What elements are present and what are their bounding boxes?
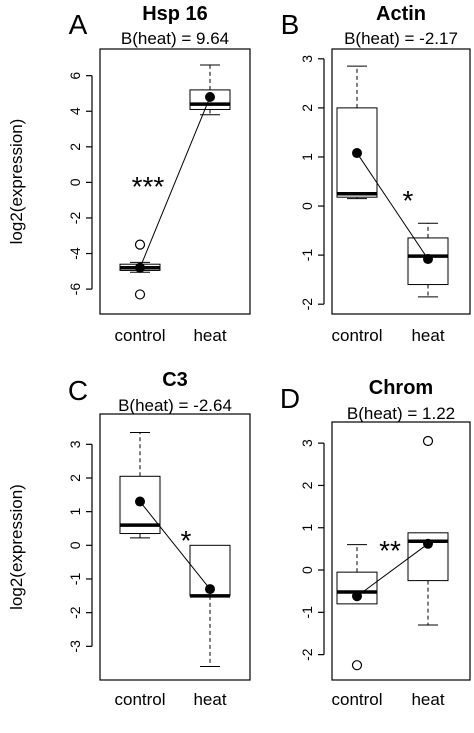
category-label: heat <box>193 326 226 345</box>
y-axis-label: log2(expression) <box>7 119 26 245</box>
y-tick-label: 3 <box>299 439 315 447</box>
category-label: control <box>114 690 165 709</box>
y-tick-label: 3 <box>299 55 315 63</box>
mean-point <box>205 584 215 595</box>
y-tick-label: -2 <box>67 606 83 619</box>
y-tick-label: 1 <box>67 508 83 516</box>
mean-point <box>205 92 215 103</box>
outlier-point <box>134 239 146 250</box>
category-label: control <box>114 326 165 345</box>
box-body <box>119 475 161 535</box>
panel-subtitle: B(heat) = 1.22 <box>347 404 455 423</box>
y-tick-label: -3 <box>67 640 83 653</box>
panel-b: B Actin B(heat) = -2.17 -2 -1 0 1 2 3 control heat… <box>281 3 471 345</box>
significance-stars: * <box>403 185 414 216</box>
box-body <box>336 571 378 605</box>
y-tick-label: -2 <box>67 212 83 225</box>
mean-point <box>423 538 433 549</box>
box-heat <box>189 544 231 668</box>
y-tick-label: 0 <box>67 541 83 549</box>
y-tick-label: 1 <box>299 153 315 161</box>
mean-point <box>352 148 362 159</box>
panel-letter: A <box>69 9 88 40</box>
panel-title: Hsp 16 <box>142 3 208 25</box>
significance-stars: * <box>181 525 192 556</box>
panel-c: C C3 B(heat) = -2.64 -3 -2 -1 0 1 2 3 log2(express… <box>7 369 251 709</box>
panel-letter: D <box>280 383 300 414</box>
y-tick-label: -2 <box>299 298 315 311</box>
mean-point <box>423 254 433 265</box>
y-tick-label: 3 <box>67 440 83 448</box>
y-tick-label: -2 <box>299 648 315 661</box>
plot-frame <box>99 413 251 681</box>
y-tick-label: -1 <box>67 573 83 586</box>
outlier-point <box>134 289 146 300</box>
panel-d: D Chrom B(heat) = 1.22 -2 -1 0 1 2 3 control heat *… <box>280 377 471 709</box>
mean-connector-line <box>356 152 429 260</box>
box-body <box>336 107 378 198</box>
box-control <box>119 432 161 539</box>
plot-frame <box>331 48 471 315</box>
box-control <box>119 239 161 300</box>
y-tick-label: 1 <box>299 524 315 532</box>
y-tick-label: 2 <box>299 104 315 112</box>
panel-subtitle: B(heat) = -2.17 <box>344 29 458 48</box>
plot-frame <box>99 48 251 315</box>
box-body <box>407 237 449 286</box>
panel-subtitle: B(heat) = -2.64 <box>118 396 232 415</box>
outlier-point <box>422 435 434 447</box>
box-body <box>407 532 449 582</box>
category-label: heat <box>411 326 444 345</box>
box-heat <box>407 435 449 626</box>
y-tick-label: 0 <box>299 566 315 574</box>
panel-a: A Hsp 16 B(heat) = 9.64 -6 -4 -2 0 2 4 6 log2(expr… <box>7 3 251 345</box>
box-body <box>189 89 231 110</box>
mean-point <box>352 591 362 602</box>
mean-connector-line <box>139 96 211 268</box>
y-tick-label: 0 <box>67 178 83 186</box>
category-label: control <box>331 690 382 709</box>
category-label: heat <box>193 690 226 709</box>
plot-frame <box>331 421 471 681</box>
y-tick-label: -4 <box>67 247 83 260</box>
box-heat <box>189 64 231 116</box>
mean-point <box>135 262 145 273</box>
box-control <box>336 544 378 671</box>
panel-subtitle: B(heat) = 9.64 <box>121 29 229 48</box>
panel-title: Chrom <box>369 377 433 399</box>
panel-letter: B <box>281 9 300 40</box>
y-axis-label: log2(expression) <box>7 484 26 610</box>
outlier-point <box>351 660 363 671</box>
panel-letter: C <box>68 375 88 406</box>
y-tick-label: 2 <box>299 481 315 489</box>
y-tick-label: 2 <box>67 143 83 151</box>
y-tick-label: 0 <box>299 202 315 210</box>
panel-title: Actin <box>376 3 426 25</box>
mean-connector-line <box>356 543 429 597</box>
y-tick-label: -1 <box>299 249 315 262</box>
box-control <box>336 65 378 200</box>
y-tick-label: -1 <box>299 606 315 619</box>
category-label: control <box>331 326 382 345</box>
y-tick-label: 2 <box>67 474 83 482</box>
y-tick-label: -6 <box>67 283 83 296</box>
panel-title: C3 <box>162 369 188 391</box>
category-label: heat <box>411 690 444 709</box>
y-tick-label: 6 <box>67 72 83 80</box>
mean-point <box>135 496 145 507</box>
significance-stars: *** <box>132 171 165 202</box>
significance-stars: ** <box>379 535 401 566</box>
mean-connector-line <box>139 501 211 590</box>
y-tick-label: 4 <box>67 107 83 115</box>
